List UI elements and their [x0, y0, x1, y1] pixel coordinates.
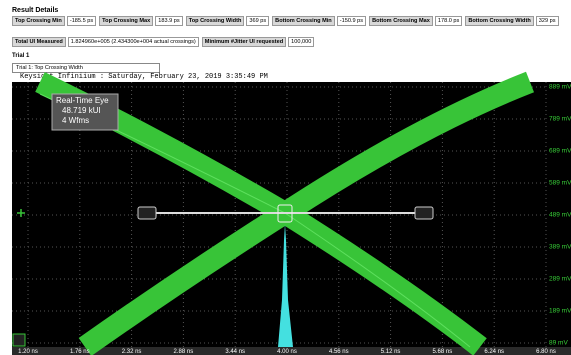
y-label: 589 mV — [549, 180, 571, 187]
y-label: 389 mV — [549, 244, 571, 251]
field-value: -185.5 ps — [66, 16, 97, 26]
y-label: 689 mV — [549, 148, 571, 155]
x-label: 1.20 ns — [18, 349, 38, 355]
y-label: 189 mV — [549, 308, 571, 315]
y-label: 889 mV — [549, 84, 571, 91]
x-axis-strip — [12, 347, 571, 355]
x-label: 4.56 ns — [329, 349, 349, 355]
field-label: Bottom Crossing Min — [272, 16, 335, 26]
field-label: Bottom Crossing Width — [465, 16, 534, 26]
marker-right[interactable] — [414, 206, 434, 220]
ground-marker — [12, 333, 26, 347]
y-label: 489 mV — [549, 212, 571, 219]
field-label: Top Crossing Width — [185, 16, 245, 26]
marker-center[interactable] — [277, 204, 293, 223]
field-label: Top Crossing Max — [99, 16, 154, 26]
trial-tab[interactable]: Trial 1: Top Crossing Width — [12, 63, 160, 73]
x-label: 5.68 ns — [433, 349, 453, 355]
trial-title: Trial 1 — [12, 53, 30, 59]
marker-left[interactable] — [137, 206, 157, 220]
info-box — [51, 93, 119, 131]
x-label: 1.76 ns — [70, 349, 90, 355]
y-label: 789 mV — [549, 116, 571, 123]
scope-caption: Keysight Infiniium : Saturday, February … — [20, 73, 268, 81]
field-value: 369 ps — [246, 16, 270, 26]
x-label: 2.88 ns — [174, 349, 194, 355]
field-value: 100,000 — [288, 37, 315, 47]
info-line: 4 Wfms — [62, 116, 89, 125]
x-label: 6.80 ns — [536, 349, 556, 355]
trigger-marker — [17, 209, 25, 217]
field-value: 178.0 ps — [434, 16, 463, 26]
y-label: 289 mV — [549, 276, 571, 283]
field-value: -150.9 ps — [336, 16, 367, 26]
x-label: 5.12 ns — [381, 349, 401, 355]
x-label: 6.24 ns — [484, 349, 504, 355]
measurement-row: Top Crossing Min -185.5 ps Top Crossing Ma… — [12, 16, 560, 26]
field-label: Minimum #Jitter UI requested — [201, 37, 287, 47]
field-label: Top Crossing Min — [12, 16, 65, 26]
section-title: Result Details — [12, 7, 59, 14]
x-label: 4.00 ns — [277, 349, 297, 355]
field-label: Total UI Measured — [12, 37, 66, 47]
x-label: 3.44 ns — [225, 349, 245, 355]
field-label: Bottom Crossing Max — [369, 16, 433, 26]
info-line: 48.719 kUI — [62, 106, 101, 115]
x-label: 2.32 ns — [122, 349, 142, 355]
histogram — [278, 224, 293, 347]
y-label: 89 mV — [549, 340, 568, 347]
field-value: 183.9 ps — [155, 16, 183, 26]
summary-row: Total UI Measured 1.824960e+005 (2.434300… — [12, 37, 315, 47]
field-value: 1.824960e+005 (2.434300e+004 actual cros… — [67, 37, 199, 47]
info-line: Real-Time Eye — [56, 96, 109, 105]
field-value: 329 ps — [535, 16, 559, 26]
